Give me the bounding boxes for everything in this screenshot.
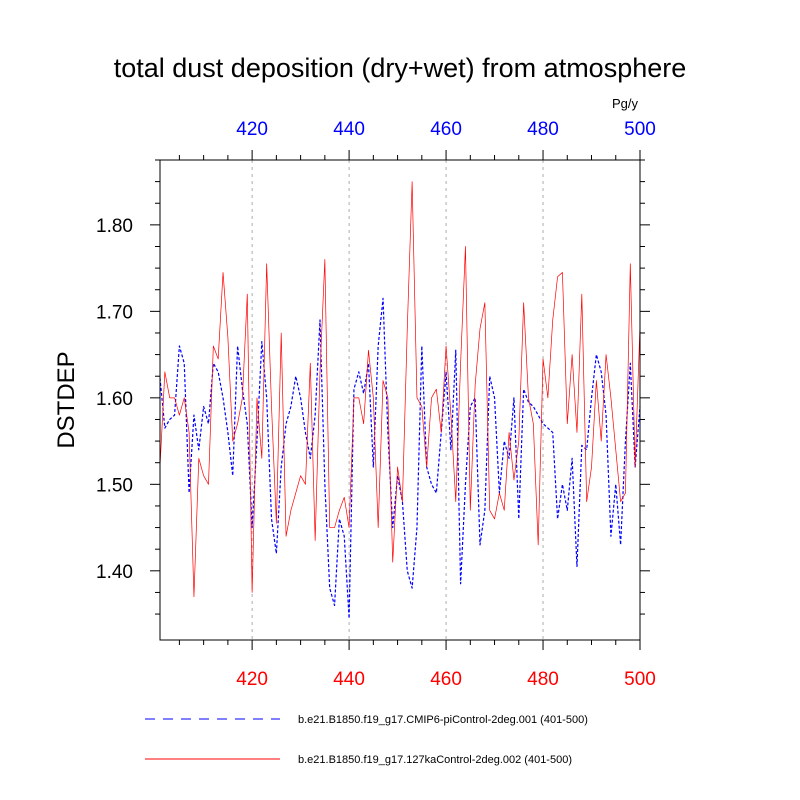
gridlines	[251, 160, 544, 640]
x-tick-label-bottom: 420	[236, 669, 268, 690]
series-line-1	[159, 297, 641, 619]
series-layer	[159, 181, 641, 619]
x-tick-label-top: 500	[624, 119, 656, 140]
y-tick-label: 1.80	[96, 216, 133, 237]
x-tick-label-bottom: 480	[527, 669, 559, 690]
y-tick-label: 1.50	[96, 475, 133, 496]
x-tick-label-bottom: 440	[333, 669, 365, 690]
x-tick-label-top: 480	[527, 119, 559, 140]
x-tick-label-top: 460	[430, 119, 462, 140]
x-tick-label-bottom: 500	[624, 669, 656, 690]
x-tick-label-top: 440	[333, 119, 365, 140]
y-axis-label: DSTDEP	[53, 351, 80, 448]
legend-label-2: b.e21.B1850.f19_g17.127kaControl-2deg.00…	[298, 754, 572, 766]
axes: 420 420 440 440 460 460 480 480 500 500 1.40 1.50 1.…	[96, 119, 656, 690]
legend: b.e21.B1850.f19_g17.CMIP6-piControl-2deg…	[145, 714, 588, 766]
series-line-2	[159, 181, 641, 598]
y-tick-label: 1.40	[96, 562, 133, 583]
y-tick-label: 1.60	[96, 389, 133, 410]
units-label: Pg/y	[612, 96, 639, 111]
y-tick-label: 1.70	[96, 302, 133, 323]
plot-frame	[159, 159, 641, 641]
chart-title: total dust deposition (dry+wet) from atm…	[114, 53, 687, 83]
x-tick-label-top: 420	[236, 119, 268, 140]
legend-label-1: b.e21.B1850.f19_g17.CMIP6-piControl-2deg…	[298, 714, 588, 726]
x-tick-label-bottom: 460	[430, 669, 462, 690]
